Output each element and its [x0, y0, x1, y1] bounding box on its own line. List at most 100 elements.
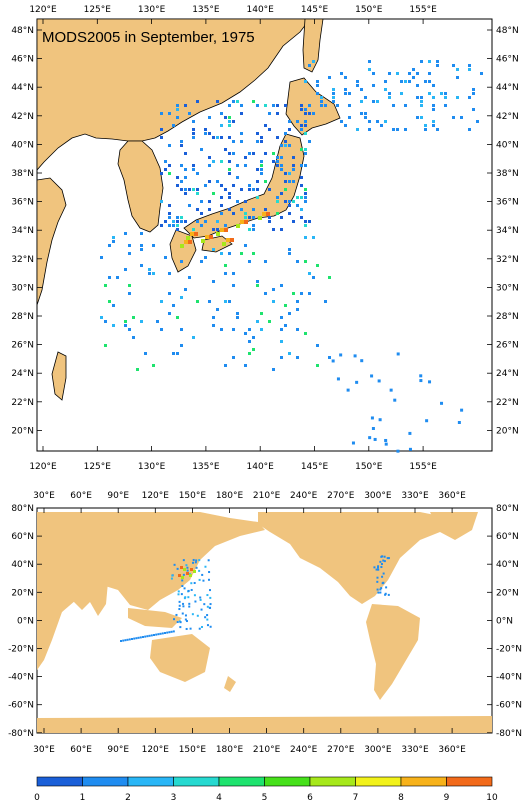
- obs-cell: [228, 136, 231, 139]
- lat-label: 0°N: [17, 616, 34, 626]
- obs-cell: [457, 421, 461, 425]
- lon-label: 210°E: [253, 745, 281, 755]
- obs-cell: [280, 156, 283, 159]
- obs-cell: [204, 220, 207, 223]
- obs-cell: [424, 80, 427, 83]
- obs-cell: [264, 104, 267, 107]
- obs-cell: [220, 196, 223, 199]
- obs-cell: [256, 104, 259, 107]
- obs-cell: [208, 571, 211, 574]
- obs-cell: [284, 304, 287, 307]
- obs-cell: [144, 635, 147, 638]
- obs-cell: [292, 180, 295, 183]
- obs-cell: [172, 124, 175, 127]
- obs-cell: [392, 104, 395, 107]
- obs-cell: [456, 96, 459, 99]
- obs-cell: [137, 636, 140, 639]
- obs-cell: [224, 148, 227, 151]
- obs-cell: [388, 92, 391, 95]
- obs-cell: [190, 582, 193, 585]
- world-bottom-lon-labels: 30°E 60°E 90°E 120°E 150°E 180°E 210°E 240°E 270…: [33, 745, 466, 755]
- obs-cell: [248, 340, 251, 343]
- obs-cell: [100, 316, 103, 319]
- obs-cell: [184, 168, 187, 171]
- lon-label: 240°E: [290, 491, 318, 501]
- regional-bottom-lon-labels: 120°E 125°E 130°E 135°E 140°E 145°E 150°E 155°E: [29, 462, 437, 472]
- obs-cell: [120, 640, 122, 642]
- obs-cell: [300, 292, 303, 295]
- obs-cell: [276, 212, 279, 215]
- obs-cell: [220, 212, 223, 215]
- obs-cell: [192, 558, 195, 561]
- obs-cell: [171, 574, 174, 577]
- obs-cell: [248, 152, 251, 155]
- obs-cell: [444, 96, 447, 99]
- obs-cell: [204, 132, 207, 135]
- lon-label: 155°E: [409, 462, 437, 472]
- obs-cell: [236, 316, 239, 319]
- obs-cell: [168, 144, 171, 147]
- obs-cell: [212, 228, 215, 231]
- lon-label: 360°E: [438, 745, 466, 755]
- obs-cell: [228, 208, 231, 211]
- obs-cell: [160, 112, 163, 115]
- obs-cell: [420, 100, 423, 103]
- obs-cell: [216, 232, 220, 236]
- north-america-land: [258, 512, 450, 604]
- colorbar-labels: 0 1 2 3 4 5 6 7 8 9 10: [34, 793, 498, 803]
- regional-right-lat-labels: 48°N 46°N 44°N 42°N 40°N 38°N 36°N 34°N 32°N 30°N…: [496, 26, 519, 436]
- obs-cell: [180, 216, 183, 219]
- obs-cell: [260, 172, 263, 175]
- obs-cell: [420, 104, 423, 107]
- obs-cell: [232, 100, 235, 103]
- obs-cell: [205, 235, 209, 239]
- obs-cell: [173, 618, 176, 621]
- obs-cell: [160, 128, 163, 131]
- india-land: [90, 580, 108, 616]
- obs-cell: [304, 148, 307, 151]
- obs-cell: [108, 244, 111, 247]
- obs-cell: [140, 232, 143, 235]
- obs-cell: [268, 128, 271, 131]
- obs-cell: [112, 240, 115, 243]
- obs-cell: [180, 180, 183, 183]
- obs-cell: [160, 328, 163, 331]
- obs-cell: [364, 112, 367, 115]
- obs-cell: [220, 184, 223, 187]
- obs-cell: [122, 639, 125, 642]
- obs-cell: [400, 80, 403, 83]
- obs-cell: [348, 116, 351, 119]
- obs-cell: [220, 328, 223, 331]
- obs-cell: [384, 592, 387, 595]
- obs-cell: [179, 621, 182, 624]
- obs-cell: [177, 590, 180, 593]
- lat-label: 20°N: [496, 426, 519, 436]
- obs-cell: [424, 124, 427, 127]
- lon-label: 240°E: [290, 745, 318, 755]
- colorbar: [36, 776, 493, 787]
- obs-cell: [196, 188, 199, 191]
- obs-cell: [276, 156, 279, 159]
- obs-cell: [408, 447, 412, 451]
- obs-cell: [232, 140, 235, 143]
- obs-cell: [416, 116, 419, 119]
- obs-cell: [300, 164, 303, 167]
- obs-cell: [200, 200, 203, 203]
- obs-cell: [364, 116, 367, 119]
- obs-cell: [456, 76, 459, 79]
- obs-cell: [419, 374, 423, 378]
- obs-cell: [152, 364, 155, 367]
- obs-cell: [236, 200, 239, 203]
- obs-cell: [280, 168, 283, 171]
- obs-cell: [152, 272, 155, 275]
- obs-cell: [256, 132, 259, 135]
- obs-cell: [188, 112, 191, 115]
- obs-cell: [432, 104, 435, 107]
- obs-cell: [348, 92, 351, 95]
- obs-cell: [224, 224, 227, 227]
- obs-cell: [364, 96, 367, 99]
- obs-cell: [194, 600, 197, 603]
- lon-label: 150°E: [179, 491, 207, 501]
- obs-cell: [256, 320, 259, 323]
- obs-cell: [220, 124, 223, 127]
